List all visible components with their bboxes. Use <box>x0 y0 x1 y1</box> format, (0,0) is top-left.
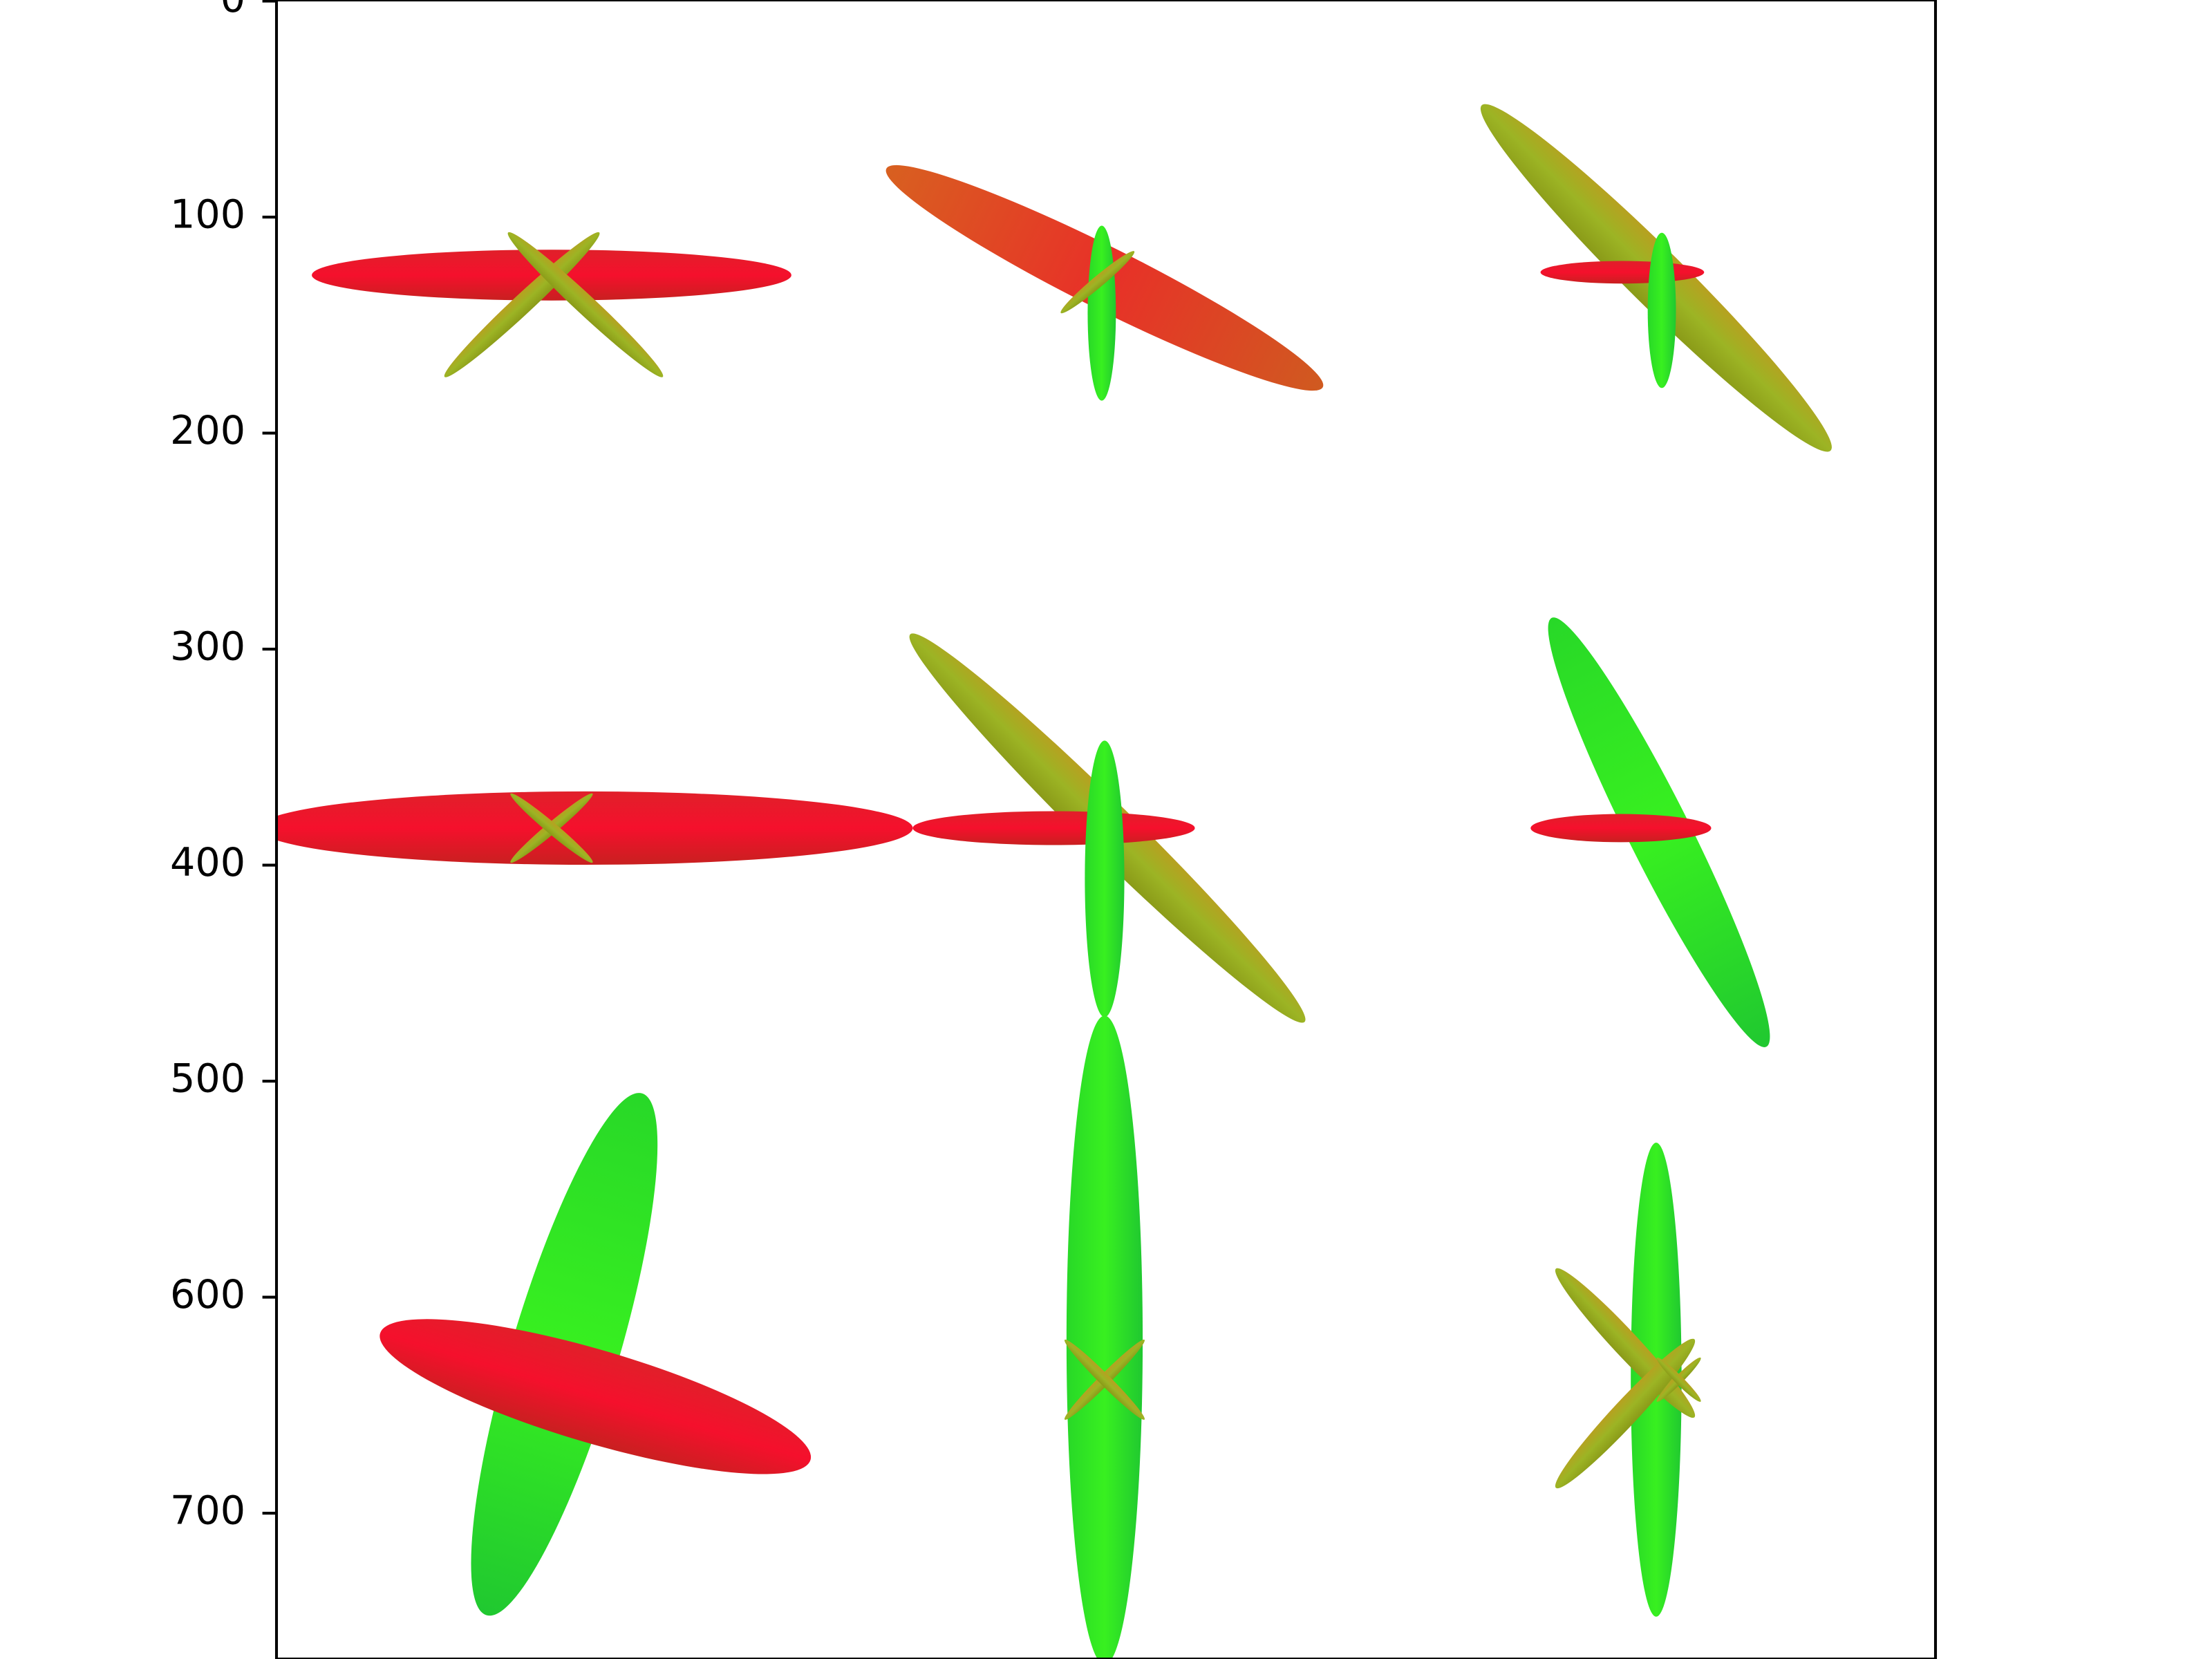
glyph-lobe <box>1530 814 1712 843</box>
image-content <box>276 104 1832 1659</box>
y-tick-label: 400 <box>170 840 245 885</box>
y-tick-label: 100 <box>170 192 245 238</box>
glyph-lobe <box>1087 225 1116 401</box>
glyph-lobe <box>444 232 600 377</box>
glyph-lobe <box>1540 261 1705 284</box>
glyph-lobe <box>1647 232 1676 388</box>
glyph-lobe <box>379 1319 812 1474</box>
axes-frame <box>274 0 1938 1659</box>
y-tick-label: 0 <box>221 0 245 21</box>
glyph-lobe <box>276 791 913 865</box>
glyph-lobe <box>507 232 664 377</box>
y-tick-label: 500 <box>170 1056 245 1102</box>
glyph-lobe <box>1555 1338 1696 1489</box>
glyph-lobe <box>1066 1015 1143 1659</box>
glyph-lobe <box>1656 1357 1701 1402</box>
glyph-lobe <box>1064 1339 1145 1420</box>
glyph-lobe <box>912 811 1195 845</box>
y-tick-label: 300 <box>170 624 245 670</box>
glyph-lobe <box>1060 251 1135 314</box>
glyph-lobe <box>1085 740 1125 1018</box>
y-tick-label: 700 <box>170 1488 245 1534</box>
y-tick-label: 200 <box>170 408 245 453</box>
y-tick-label: 600 <box>170 1272 245 1318</box>
glyph-lobe <box>510 793 593 863</box>
